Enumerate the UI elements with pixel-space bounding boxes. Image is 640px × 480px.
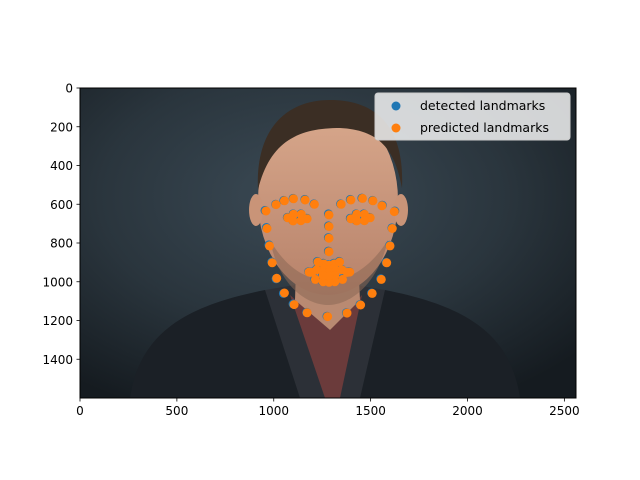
data-point bbox=[358, 193, 367, 203]
y-tick-label: 200 bbox=[50, 120, 73, 134]
y-tick-label: 1200 bbox=[42, 314, 73, 328]
data-point bbox=[300, 195, 310, 205]
data-point bbox=[338, 274, 347, 284]
y-tick-label: 0 bbox=[65, 82, 73, 96]
data-point bbox=[336, 199, 346, 209]
data-point bbox=[323, 312, 333, 322]
data-point bbox=[389, 207, 399, 217]
y-tick-label: 800 bbox=[50, 237, 73, 251]
legend-label-predicted: predicted landmarks bbox=[420, 120, 549, 135]
y-axis: 0 200 400 600 800 1000 1200 1400 bbox=[42, 82, 80, 367]
data-point bbox=[289, 194, 298, 204]
data-point bbox=[271, 200, 281, 210]
data-point bbox=[352, 216, 362, 226]
x-axis: 0 500 1000 1500 2000 2500 bbox=[76, 398, 580, 418]
data-point bbox=[288, 216, 298, 226]
data-point bbox=[261, 206, 271, 216]
legend-box bbox=[374, 92, 571, 141]
data-point bbox=[385, 241, 395, 251]
data-point bbox=[335, 257, 345, 267]
data-point bbox=[387, 224, 397, 233]
x-tick-label: 2000 bbox=[452, 404, 483, 418]
data-point bbox=[382, 258, 392, 268]
data-point bbox=[309, 199, 319, 209]
data-point bbox=[367, 288, 377, 298]
y-tick-label: 600 bbox=[50, 198, 73, 212]
data-point bbox=[377, 201, 387, 211]
data-point bbox=[342, 267, 352, 277]
x-tick-label: 0 bbox=[76, 404, 84, 418]
data-point bbox=[324, 222, 334, 231]
data-point bbox=[262, 224, 272, 233]
y-tick-label: 400 bbox=[50, 159, 73, 173]
data-point bbox=[324, 210, 334, 220]
data-point bbox=[376, 274, 386, 284]
data-point bbox=[346, 195, 356, 205]
data-point bbox=[279, 196, 289, 206]
data-point bbox=[356, 300, 366, 310]
legend-marker-predicted bbox=[391, 123, 401, 133]
data-point bbox=[279, 288, 289, 298]
data-point bbox=[318, 271, 328, 280]
data-point bbox=[368, 196, 378, 206]
data-point bbox=[267, 258, 277, 268]
data-point bbox=[296, 216, 306, 226]
x-tick-label: 2500 bbox=[549, 404, 580, 418]
data-point bbox=[265, 241, 274, 251]
legend-marker-detected bbox=[391, 101, 401, 111]
scatter-points bbox=[260, 193, 400, 322]
data-point bbox=[272, 273, 282, 283]
data-point bbox=[310, 274, 320, 284]
data-point bbox=[324, 247, 334, 257]
y-tick-label: 1400 bbox=[42, 353, 73, 367]
legend-label-detected: detected landmarks bbox=[420, 98, 545, 113]
data-point bbox=[289, 209, 298, 219]
x-tick-label: 500 bbox=[165, 404, 188, 418]
data-point bbox=[352, 209, 362, 219]
data-point bbox=[318, 277, 328, 287]
series-predicted bbox=[261, 193, 399, 322]
data-point bbox=[289, 300, 299, 310]
data-point bbox=[342, 308, 352, 318]
data-point bbox=[302, 308, 312, 318]
legend: detected landmarks predicted landmarks bbox=[374, 92, 571, 141]
data-point bbox=[307, 267, 317, 277]
data-point bbox=[359, 216, 369, 226]
x-tick-label: 1500 bbox=[355, 404, 386, 418]
data-point bbox=[324, 233, 334, 243]
x-tick-label: 1000 bbox=[258, 404, 289, 418]
y-tick-label: 1000 bbox=[42, 275, 73, 289]
